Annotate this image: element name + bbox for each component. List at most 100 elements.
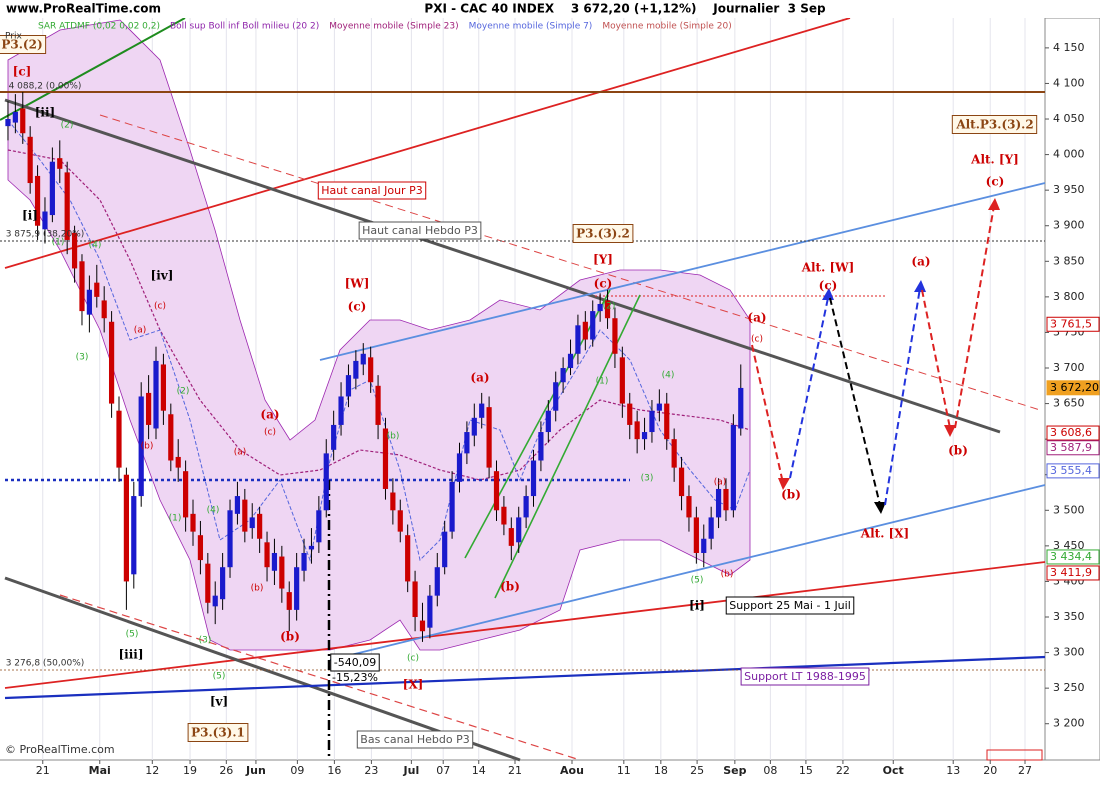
- projection-arrow: [751, 344, 784, 484]
- candle-body: [49, 161, 55, 216]
- annotation-box: [0, 35, 47, 54]
- y-axis-label: Prix: [5, 32, 22, 42]
- candle-body: [434, 567, 440, 596]
- candle-body: [656, 403, 662, 411]
- x-tick-label: 07: [436, 764, 450, 777]
- moving-average-23: [7, 149, 751, 481]
- annotation: Alt. [X]: [860, 527, 909, 541]
- annotation: (a): [134, 326, 147, 336]
- candle-body: [101, 300, 107, 319]
- candle-body: [530, 460, 537, 497]
- candle-body: [234, 496, 241, 514]
- candle-body: [175, 456, 181, 468]
- candle-body: [671, 439, 677, 468]
- arrow-head: [874, 502, 886, 514]
- annotation-box: [358, 221, 482, 240]
- annotation: [Y]: [593, 253, 613, 267]
- candle-body: [153, 360, 159, 429]
- x-tick-label: Oct: [883, 764, 904, 777]
- candle-body: [212, 595, 218, 607]
- annotation: [ii]: [35, 106, 55, 120]
- candle-body: [634, 421, 640, 440]
- annotation-box: [330, 653, 380, 672]
- candle-body: [486, 407, 492, 468]
- candle-body: [597, 303, 603, 312]
- annotation-box: [317, 181, 427, 200]
- candle-body: [693, 517, 699, 553]
- annotation: P3.(2): [1, 38, 42, 52]
- annotation: (2): [61, 121, 74, 131]
- annotation: (c): [751, 335, 763, 345]
- price-tag-label: 3 672,20: [1050, 381, 1099, 394]
- candle-body: [567, 353, 574, 369]
- candle-body: [286, 592, 292, 610]
- candle-body: [227, 510, 233, 568]
- candle-body: [464, 432, 470, 454]
- candle-body: [20, 108, 26, 134]
- candle-body: [123, 474, 129, 582]
- annotation: (c): [407, 654, 419, 664]
- site-name: www.ProRealTime.com: [6, 2, 161, 16]
- price-tag: [1046, 380, 1100, 396]
- y-tick-label: 3 700: [1053, 361, 1085, 374]
- annotation: (b): [387, 432, 400, 442]
- decorations: [0, 17, 1046, 762]
- y-tick-label: 3 850: [1053, 254, 1085, 267]
- candle-body: [641, 432, 648, 440]
- y-tick-label: 3 350: [1053, 610, 1085, 623]
- candle-body: [479, 403, 485, 418]
- annotation: (5): [691, 576, 704, 586]
- annotation: (1): [596, 377, 609, 387]
- y-tick-label: 3 950: [1053, 183, 1085, 196]
- candle-body: [730, 424, 736, 511]
- lower-red-trend: [4, 561, 1046, 689]
- candle-body: [397, 510, 403, 532]
- price-tag: [1046, 549, 1100, 565]
- annotation-box: [356, 730, 474, 749]
- candle-body: [57, 158, 63, 169]
- y-tick-label: 3 800: [1053, 290, 1085, 303]
- candle-body: [560, 368, 566, 383]
- y-tick-label: 3 500: [1053, 503, 1085, 516]
- annotation: (c): [264, 428, 276, 438]
- annotation: (b): [500, 580, 520, 594]
- y-tick-label: 4 000: [1053, 148, 1085, 161]
- annotation: P3.(3).1: [191, 726, 245, 740]
- annotation: [i]: [22, 209, 38, 223]
- annotation: -540,09: [334, 656, 376, 669]
- candle-body: [264, 542, 270, 568]
- x-tick-label: 15: [799, 764, 813, 777]
- candle-body: [708, 517, 714, 539]
- candle-body: [205, 563, 211, 603]
- candle-body: [575, 325, 581, 354]
- candle-body: [686, 496, 692, 518]
- candle-body: [701, 538, 707, 553]
- annotation: (4): [207, 506, 220, 516]
- annotation: (5): [213, 672, 226, 682]
- candle-body: [27, 136, 33, 184]
- annotation: P3.(3).2: [576, 227, 630, 241]
- candle-body: [353, 360, 359, 379]
- candle-body: [301, 552, 307, 571]
- x-tick-label: Mai: [89, 764, 111, 777]
- blue-channel-lower: [329, 484, 1046, 661]
- legend-entry: SAR ATDMF (0,02 0,02 0,2): [38, 22, 160, 32]
- x-tick-label: 27: [1018, 764, 1032, 777]
- candle-body: [582, 321, 588, 340]
- candle-body: [131, 496, 137, 575]
- y-tick-label: 4 050: [1053, 112, 1085, 125]
- candle-body: [664, 403, 670, 440]
- candle-body: [508, 528, 514, 546]
- x-tick-label: 18: [654, 764, 668, 777]
- candle-body: [271, 552, 278, 571]
- candle-body: [323, 453, 329, 511]
- candle-body: [183, 471, 189, 518]
- annotation: (3): [641, 474, 654, 484]
- y-tick-label: 3 300: [1053, 646, 1085, 659]
- candle-body: [308, 545, 315, 550]
- candle-body: [338, 396, 344, 425]
- candle-body: [538, 432, 544, 461]
- x-tick-label: 20: [983, 764, 997, 777]
- candle-body: [405, 535, 411, 582]
